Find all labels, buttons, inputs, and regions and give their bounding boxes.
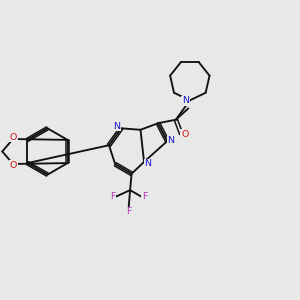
Text: F: F bbox=[126, 207, 131, 216]
Text: F: F bbox=[110, 192, 116, 201]
Text: N: N bbox=[168, 136, 175, 145]
Text: O: O bbox=[10, 133, 17, 142]
Text: N: N bbox=[182, 97, 189, 106]
Text: N: N bbox=[144, 160, 152, 169]
Text: F: F bbox=[142, 192, 147, 201]
Text: N: N bbox=[113, 122, 121, 131]
Text: O: O bbox=[181, 130, 188, 139]
Text: O: O bbox=[10, 161, 17, 170]
